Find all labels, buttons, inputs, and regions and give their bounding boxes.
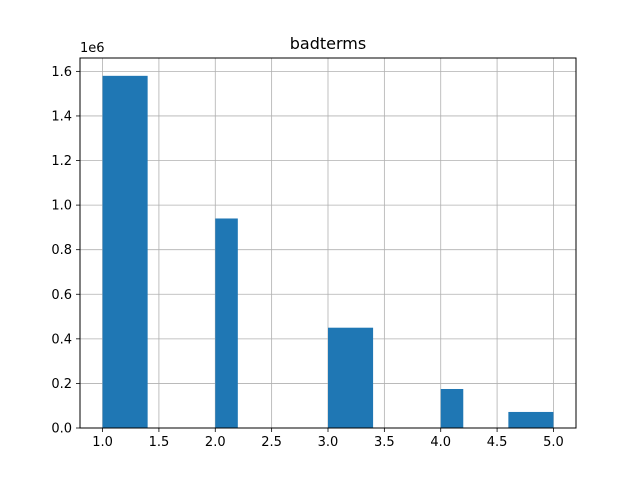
x-tick-label: 3.0 <box>318 435 339 450</box>
chart-title: badterms <box>290 34 366 53</box>
y-tick-label: 0.0 <box>51 422 72 437</box>
x-tick-label: 1.0 <box>92 435 113 450</box>
y-tick-label: 0.6 <box>51 288 72 303</box>
y-axis: 0.0 0.2 0.4 0.6 0.8 1.0 1.2 1.4 1.6 <box>51 65 80 437</box>
x-axis: 1.0 1.5 2.0 2.5 3.0 3.5 4.0 4.5 5.0 <box>92 428 564 450</box>
y-tick-label: 0.2 <box>51 377 72 392</box>
grid-lines <box>80 58 576 429</box>
x-tick-label: 4.0 <box>430 435 451 450</box>
y-tick-label: 1.6 <box>51 65 72 80</box>
y-tick-label: 0.4 <box>51 332 72 347</box>
x-tick-label: 3.5 <box>374 435 395 450</box>
x-tick-label: 2.5 <box>261 435 282 450</box>
histogram-bar <box>215 218 238 428</box>
y-tick-label: 1.0 <box>51 199 72 214</box>
y-offset-label: 1e6 <box>80 41 105 56</box>
histogram-bar <box>328 327 374 428</box>
bar-series <box>102 75 554 428</box>
histogram-bar <box>508 411 554 428</box>
y-tick-label: 1.4 <box>51 109 72 124</box>
y-tick-label: 0.8 <box>51 243 72 258</box>
x-tick-label: 4.5 <box>487 435 508 450</box>
x-tick-label: 5.0 <box>543 435 564 450</box>
x-tick-label: 2.0 <box>205 435 226 450</box>
x-tick-label: 1.5 <box>149 435 170 450</box>
histogram-bar <box>440 388 464 428</box>
histogram-bar <box>102 75 148 428</box>
y-tick-label: 1.2 <box>51 154 72 169</box>
